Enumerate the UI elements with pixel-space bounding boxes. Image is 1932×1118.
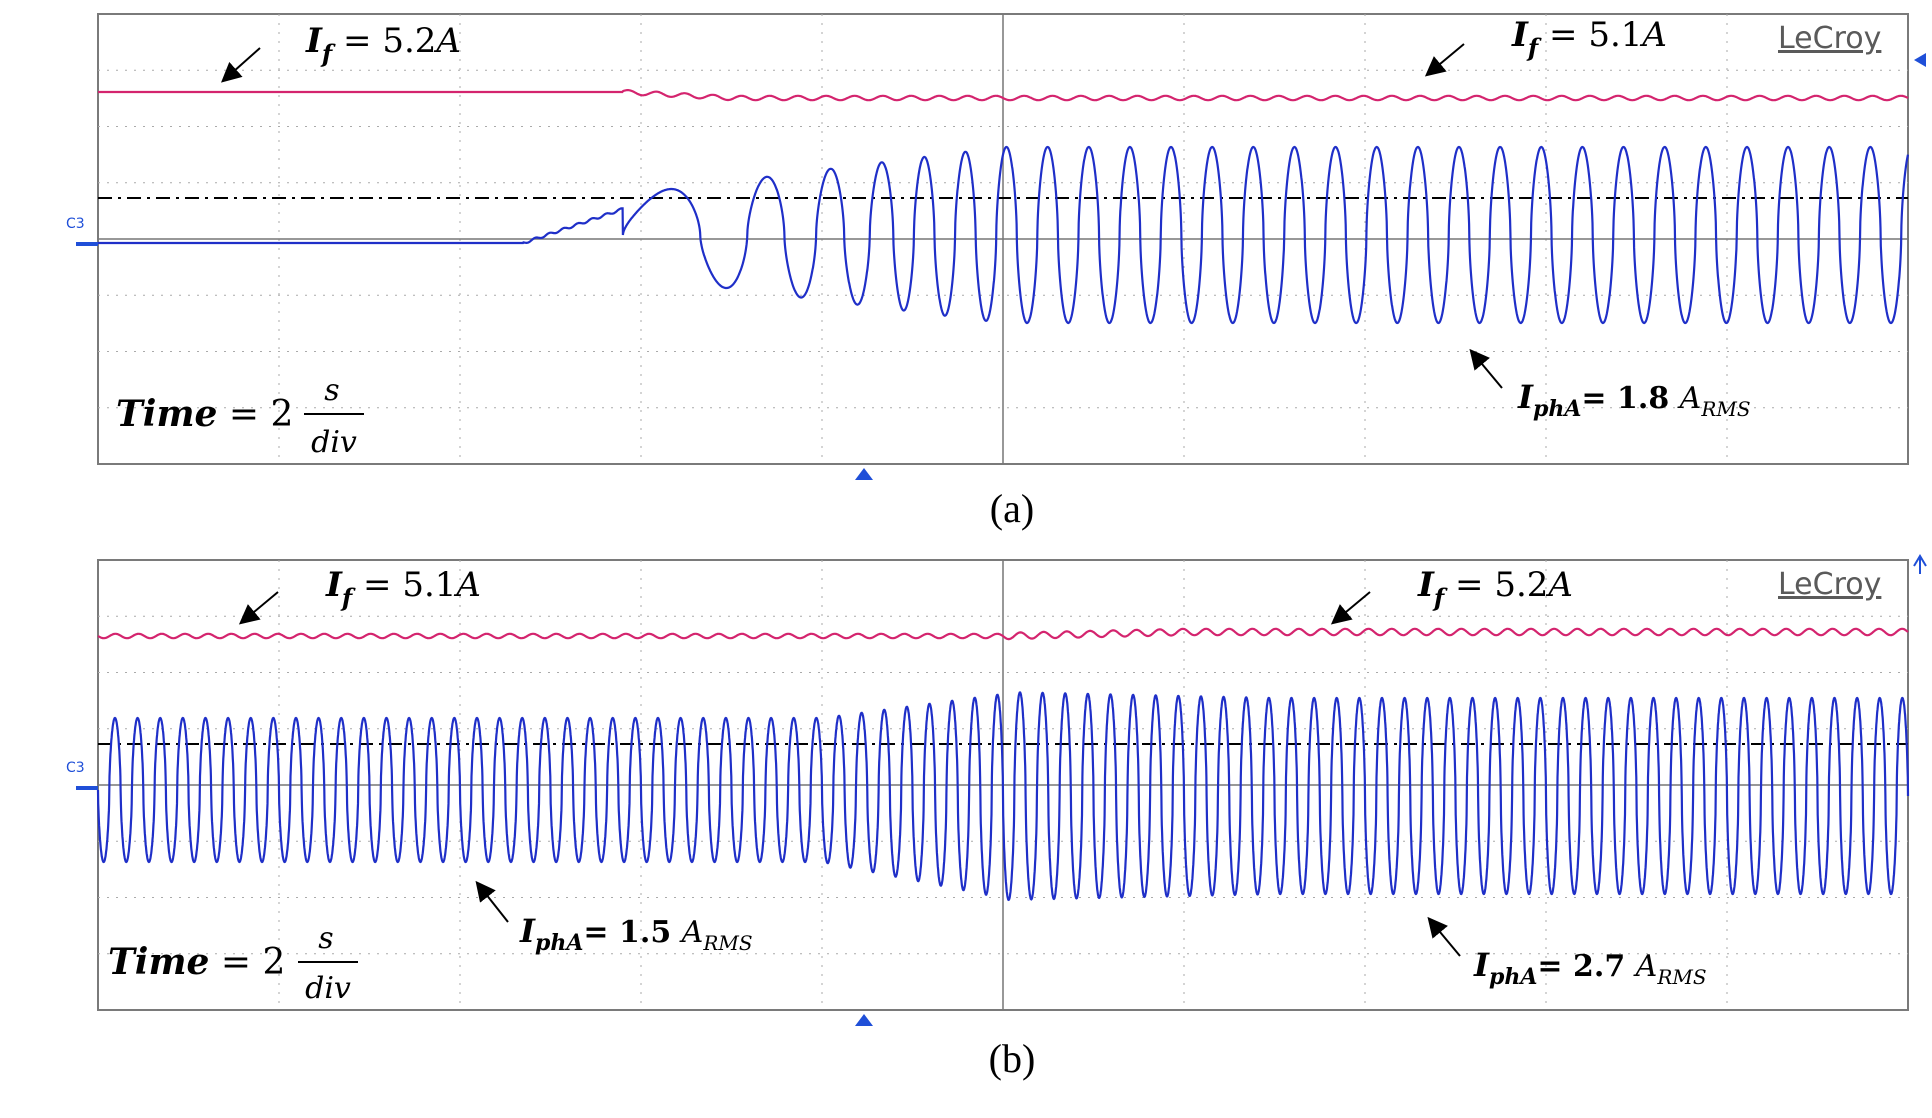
panel-a-grid [98, 14, 1908, 464]
panel-b-trigger-level-icon [1913, 554, 1927, 574]
panel-a-iph-arrow [1469, 348, 1503, 389]
panel-a-if-left-label: If = 5.2A [305, 21, 461, 68]
panel-b-iph-right-label: IphA= 2.7 ARMS [1473, 946, 1707, 990]
panel-b-iph-left-arrow [475, 880, 509, 923]
panel-b-pha-trace [96, 691, 1910, 902]
panel-a: C3 LeCroy If = 5.2A If = 5.1A IphA= 1.8 … [66, 13, 1926, 480]
panel-b-caption: (b) [989, 1036, 1036, 1081]
panel-b: C3 LeCroy If = 5.1A If = 5.2A IphA= 1.5 … [66, 554, 1927, 1026]
panel-b-iph-right-arrow [1427, 916, 1461, 957]
panel-a-if-right-label: If = 5.1A [1511, 15, 1667, 62]
panel-a-trigger-position-icon [855, 468, 873, 480]
panel-a-pha-trace [98, 145, 1910, 325]
panel-b-trigger-position-icon [855, 1014, 873, 1026]
panel-a-if-left-arrow [221, 47, 261, 83]
panel-a-if-right-arrow [1424, 43, 1465, 77]
panel-a-trigger-level-icon [1914, 53, 1926, 67]
panel-b-brand-logo: LeCroy [1778, 567, 1881, 602]
panel-a-caption: (a) [990, 486, 1034, 531]
panel-a-brand-logo: LeCroy [1778, 21, 1881, 56]
panel-b-channel-label: C3 [66, 760, 85, 776]
panel-a-time-label: Time = 2 s div [116, 373, 364, 460]
panel-a-channel-marker-icon [76, 242, 98, 246]
panel-b-if-trace [97, 627, 1909, 641]
svg-text:div: div [311, 425, 357, 460]
panel-b-time-label: Time = 2 s div [108, 921, 358, 1006]
panel-a-if-trace [98, 88, 1909, 102]
svg-text:s: s [318, 921, 333, 956]
panel-a-channel-label: C3 [66, 216, 85, 232]
panel-b-if-right-label: If = 5.2A [1417, 565, 1573, 612]
panel-b-if-right-arrow [1330, 591, 1371, 625]
panel-b-iph-left-label: IphA= 1.5 ARMS [519, 912, 753, 956]
panel-a-iph-label: IphA= 1.8 ARMS [1517, 378, 1751, 422]
svg-text:Time = 2: Time = 2 [116, 393, 293, 435]
panel-b-if-left-arrow [238, 591, 279, 625]
panel-b-if-left-label: If = 5.1A [325, 565, 481, 612]
svg-text:Time = 2: Time = 2 [108, 941, 285, 983]
panel-b-channel-marker-icon [76, 786, 98, 790]
svg-text:div: div [305, 971, 351, 1006]
svg-text:s: s [324, 373, 339, 408]
